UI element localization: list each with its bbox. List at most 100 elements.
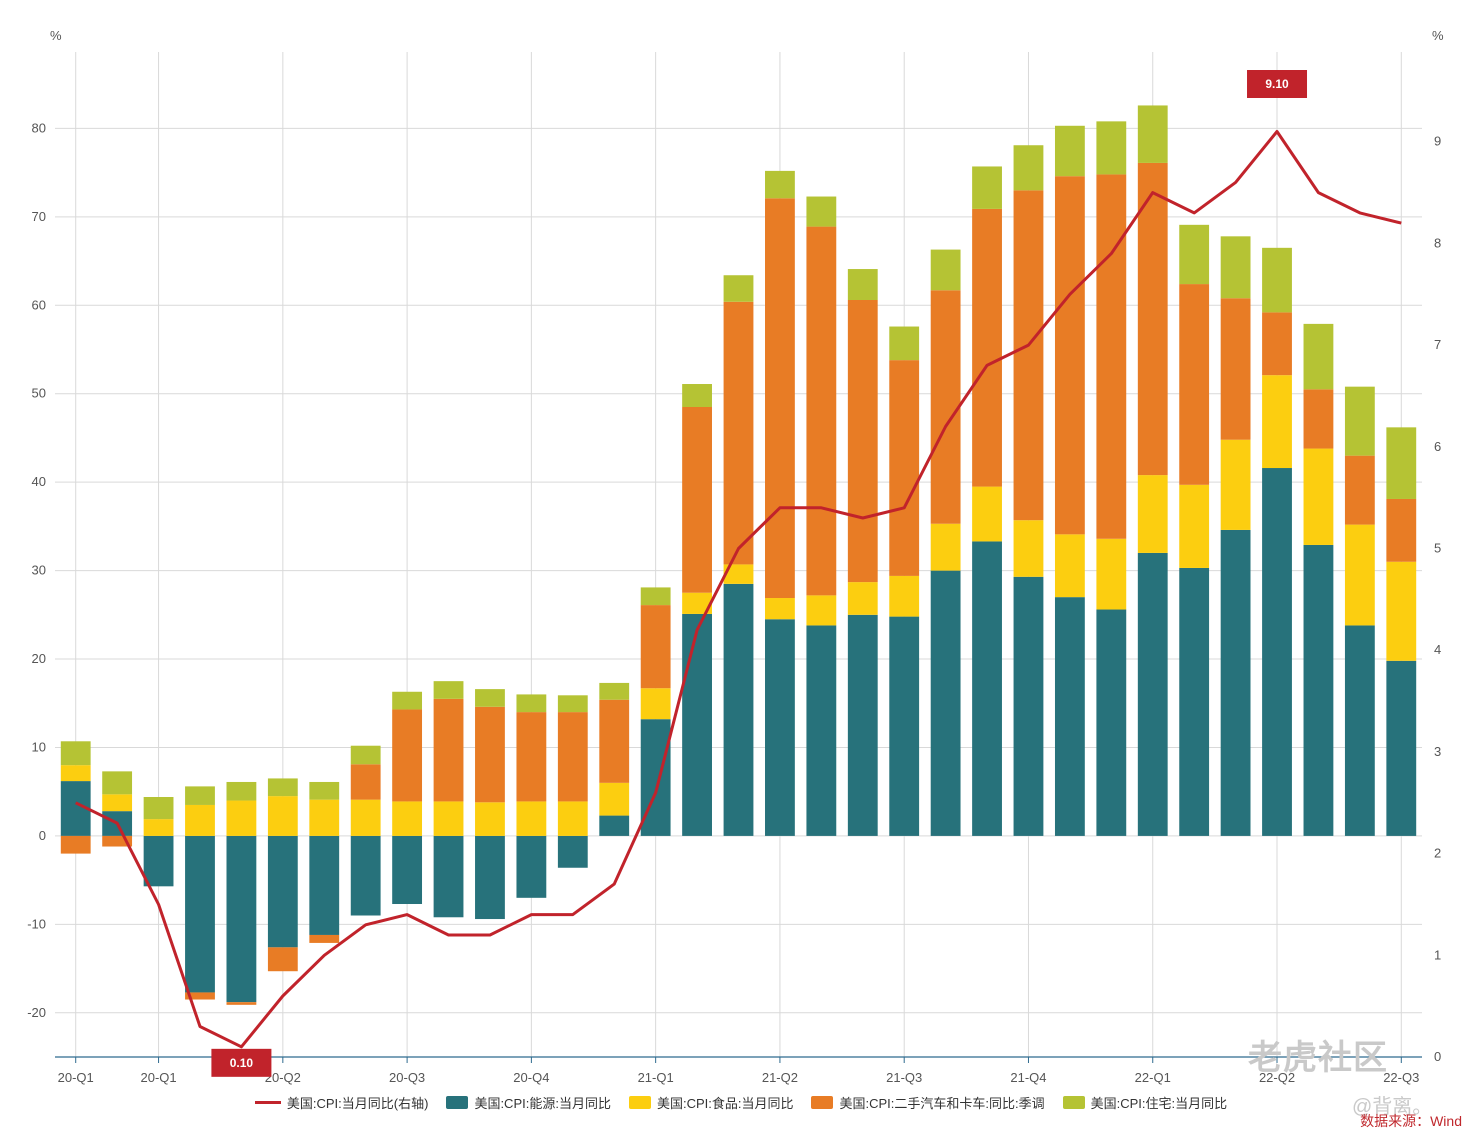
bar-segment	[1054, 125, 1085, 177]
bar-segment	[185, 992, 215, 1000]
bar-segment	[392, 691, 423, 710]
bar-segment	[640, 605, 671, 689]
bar-segment	[1303, 323, 1334, 390]
legend-item-cpi[interactable]: 美国:CPI:当月同比(右轴)	[254, 1093, 429, 1112]
legend-item-shelter[interactable]: 美国:CPI:住宅:当月同比	[1062, 1093, 1227, 1112]
right-tick-label: 9	[1434, 134, 1441, 149]
bar-segment	[1262, 247, 1292, 313]
left-tick-label: 0	[39, 828, 46, 843]
bar-segment	[930, 249, 961, 291]
legend-item-food[interactable]: 美国:CPI:食品:当月同比	[628, 1093, 793, 1112]
bar-segment	[1220, 298, 1251, 440]
legend-swatch	[811, 1095, 834, 1109]
bar-segment	[102, 794, 133, 812]
bar-segment	[806, 226, 837, 596]
right-tick-label: 0	[1434, 1049, 1441, 1064]
legend-swatch	[628, 1095, 651, 1109]
left-tick-label: 20	[32, 651, 46, 666]
right-tick-label: 1	[1434, 947, 1441, 962]
x-tick-label: 22-Q1	[1135, 1070, 1171, 1085]
bars	[60, 105, 1417, 1005]
bar-segment	[1386, 660, 1417, 836]
bar-segment	[1096, 609, 1127, 836]
bar-segment	[972, 541, 1002, 836]
bar-segment	[1386, 498, 1417, 562]
bar-segment	[1137, 162, 1168, 476]
bar-segment	[143, 797, 174, 820]
bar-segment	[682, 384, 712, 408]
bar-segment	[309, 781, 340, 800]
left-tick-label: 40	[32, 474, 46, 489]
bar-segment	[60, 835, 91, 854]
source-note: 数据来源：Wind	[1360, 1113, 1462, 1129]
x-tick-label: 22-Q3	[1383, 1070, 1419, 1085]
bar-segment	[226, 835, 257, 1003]
left-tick-label: 60	[32, 297, 46, 312]
legend-item-used-cars[interactable]: 美国:CPI:二手汽车和卡车:同比:季调	[811, 1093, 1045, 1112]
left-axis-unit: %	[50, 28, 62, 43]
bar-segment	[226, 781, 257, 801]
cpi-line	[75, 130, 1402, 1049]
x-tick-label: 20-Q2	[265, 1070, 301, 1085]
bar-segment	[102, 835, 133, 847]
left-tick-label: 50	[32, 386, 46, 401]
bar-segment	[1054, 176, 1085, 535]
legend-label: 美国:CPI:当月同比(右轴)	[286, 1095, 429, 1111]
bar-segment	[847, 299, 878, 583]
bar-segment	[557, 712, 588, 802]
bar-segment	[889, 360, 920, 576]
bar-segment	[516, 694, 547, 713]
bar-segment	[350, 745, 381, 765]
bar-segment	[723, 583, 754, 836]
bar-segment	[640, 688, 671, 720]
left-tick-label: 70	[32, 209, 46, 224]
right-tick-label: 4	[1434, 642, 1441, 657]
bar-segment	[599, 699, 630, 783]
bar-segment	[1179, 284, 1210, 485]
legend-item-energy[interactable]: 美国:CPI:能源:当月同比	[446, 1093, 611, 1112]
x-tick-label: 21-Q1	[638, 1070, 674, 1085]
bar-segment	[1303, 544, 1334, 836]
bar-segment	[682, 407, 712, 593]
bar-segment	[516, 835, 547, 898]
bar-segment	[1179, 224, 1210, 285]
bar-segment	[1344, 386, 1375, 456]
x-tick-label: 21-Q4	[1010, 1070, 1046, 1085]
bar-segment	[1344, 625, 1375, 836]
x-tick-label: 22-Q2	[1259, 1070, 1295, 1085]
bar-segment	[350, 764, 381, 800]
right-tick-label: 5	[1434, 541, 1441, 556]
bar-segment	[889, 575, 920, 617]
bar-segment	[972, 486, 1002, 542]
bar-segment	[516, 801, 547, 836]
bar-segment	[1386, 561, 1417, 661]
bar-segment	[557, 801, 588, 836]
bar-segment	[392, 709, 423, 802]
annotation-box	[1247, 70, 1308, 98]
legend-label: 美国:CPI:能源:当月同比	[474, 1095, 611, 1111]
bar-segment	[226, 1002, 257, 1005]
bar-segment	[60, 765, 91, 782]
bar-segment	[102, 771, 133, 795]
legend: 美国:CPI:当月同比(右轴) 美国:CPI:能源:当月同比 美国:CPI:食品…	[0, 1092, 1482, 1112]
bar-segment	[143, 819, 174, 836]
bar-segment	[1096, 538, 1127, 610]
left-tick-label: 10	[32, 739, 46, 754]
bar-segment	[60, 741, 91, 766]
legend-swatch	[254, 1100, 281, 1104]
bar-segment	[475, 706, 505, 803]
bar-segment	[433, 681, 464, 699]
right-tick-label: 7	[1434, 337, 1441, 352]
bar-segment	[1303, 448, 1334, 545]
bar-segment	[972, 166, 1002, 209]
bar-segment	[1096, 174, 1127, 539]
left-tick-label: 80	[32, 120, 46, 135]
annotation-box	[211, 1048, 272, 1077]
bar-segment	[1303, 389, 1334, 449]
bar-segment	[1137, 552, 1168, 836]
bar-segment	[267, 835, 298, 948]
bar-segment	[599, 782, 630, 816]
bar-segment	[143, 835, 174, 887]
bar-segment	[1054, 534, 1085, 598]
bar-segment	[1262, 468, 1292, 836]
